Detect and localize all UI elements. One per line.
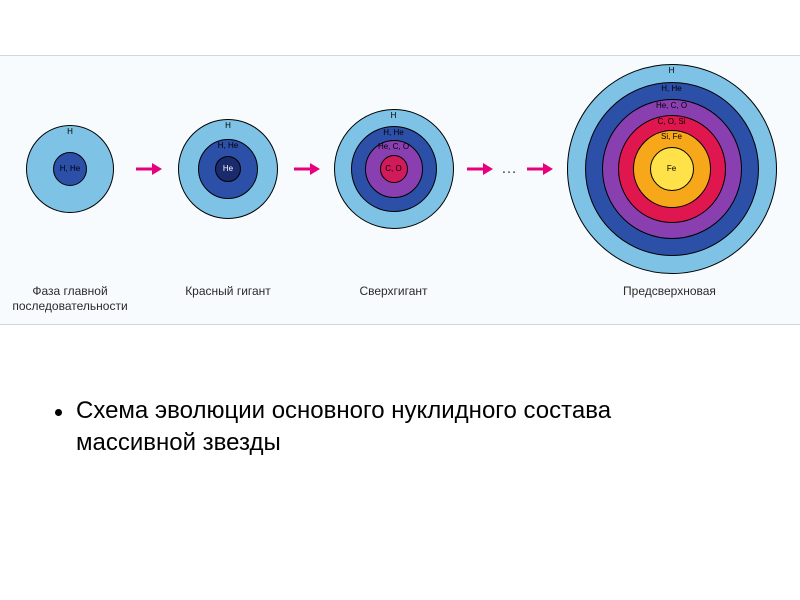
ring-label: He <box>216 165 240 173</box>
description-text: Схема эволюции основного нуклидного сост… <box>76 395 735 460</box>
ring-label: H <box>568 67 776 75</box>
ring: C, O <box>380 155 408 183</box>
ring: H, He <box>53 152 87 186</box>
ellipsis: … <box>501 160 519 178</box>
star-circle: H H, He He <box>178 119 278 219</box>
ring-label: H, He <box>54 165 86 173</box>
ring-label: H <box>27 128 113 136</box>
stars-row: HH, HeHH, HeHeHH, HeHe, C, OC, O…HH, HeH… <box>0 56 800 281</box>
ring-label: H, He <box>352 129 436 137</box>
star-circle: H H, He He, C, O C, O, Si Si, Fe Fe <box>567 64 777 274</box>
ring-label: Si, Fe <box>634 133 710 141</box>
star-circle: H H, He <box>26 125 114 213</box>
star-presupernova: H H, He He, C, O C, O, Si Si, Fe Fe <box>559 59 784 279</box>
ring-label: C, O, Si <box>619 118 725 126</box>
caption-main-sequence: Фаза главнойпоследовательности <box>5 284 135 314</box>
ring: Fe <box>650 147 694 191</box>
bullet-item: Схема эволюции основного нуклидного сост… <box>55 395 735 460</box>
star-main-sequence: H H, He <box>10 59 130 279</box>
ring-label: He, C, O <box>366 143 422 151</box>
caption-red-giant: Красный гигант <box>173 284 283 299</box>
diagram-band: HH, HeHH, HeHeHH, HeHe, C, OC, O…HH, HeH… <box>0 55 800 325</box>
ring-label: He, C, O <box>603 102 741 110</box>
arrow-icon <box>521 163 559 175</box>
ring: He <box>215 156 241 182</box>
ring-label: H, He <box>586 85 758 93</box>
arrow-icon <box>130 163 168 175</box>
caption-presupernova: Предсверхновая <box>560 284 780 299</box>
star-supergiant: H H, He He, C, O C, O <box>326 59 461 279</box>
description-block: Схема эволюции основного нуклидного сост… <box>55 395 735 460</box>
caption-supergiant: Сверхгигант <box>334 284 454 299</box>
star-circle: H H, He He, C, O C, O <box>334 109 454 229</box>
bullet-dot-icon <box>55 409 62 416</box>
ring-label: C, O <box>381 165 407 173</box>
arrow-icon <box>288 163 326 175</box>
ring-label: H <box>179 122 277 130</box>
arrow-icon <box>461 163 499 175</box>
ring-label: Fe <box>651 165 693 173</box>
caption-row: Фаза главнойпоследовательности Красный ги… <box>0 284 800 324</box>
star-red-giant: H H, He He <box>168 59 288 279</box>
ring-label: H <box>335 112 453 120</box>
ring-label: H, He <box>199 142 257 150</box>
